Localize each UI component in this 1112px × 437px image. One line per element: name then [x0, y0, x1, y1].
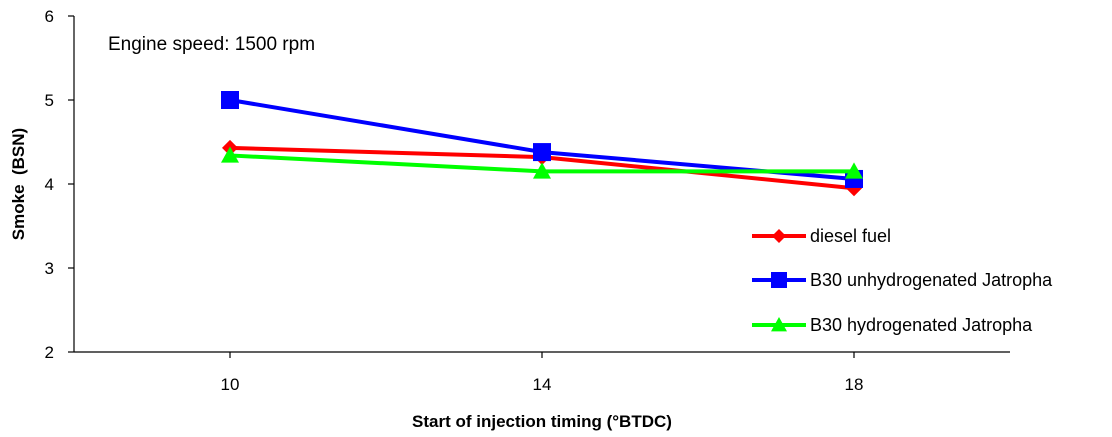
legend-label: B30 hydrogenated Jatropha	[810, 315, 1033, 335]
x-tick-label: 14	[533, 375, 552, 394]
y-tick-label: 2	[45, 343, 54, 362]
chart-axes	[73, 16, 1010, 353]
data-point-marker	[221, 91, 239, 109]
y-tick-label: 6	[45, 7, 54, 26]
y-axis-title: Smoke (BSN)	[9, 128, 28, 240]
x-axis-ticks: 10 14 18	[221, 352, 864, 394]
legend-marker	[772, 229, 786, 243]
legend-marker	[771, 272, 787, 288]
x-tick-label: 18	[845, 375, 864, 394]
series-layer	[221, 91, 863, 197]
legend-item: B30 unhydrogenated Jatropha	[752, 270, 1053, 290]
legend-label: diesel fuel	[810, 226, 891, 246]
legend-item: diesel fuel	[752, 226, 891, 246]
legend-label: B30 unhydrogenated Jatropha	[810, 270, 1053, 290]
legend-item: B30 hydrogenated Jatropha	[752, 315, 1033, 335]
y-tick-label: 5	[45, 91, 54, 110]
legend: diesel fuel B30 unhydrogenated Jatropha B3…	[752, 226, 1053, 335]
y-tick-label: 3	[45, 259, 54, 278]
annotation-label: Engine speed: 1500 rpm	[108, 34, 315, 55]
legend-marker	[771, 317, 787, 332]
x-axis-title: Start of injection timing (°BTDC)	[412, 412, 672, 431]
y-axis-ticks: 2 3 4 5 6	[45, 7, 74, 362]
data-point-marker	[845, 162, 863, 179]
data-point-marker	[533, 162, 551, 179]
x-tick-label: 10	[221, 375, 240, 394]
data-point-marker	[533, 143, 551, 162]
data-point-marker	[221, 146, 239, 163]
y-tick-label: 4	[45, 175, 54, 194]
series-2	[221, 146, 863, 179]
